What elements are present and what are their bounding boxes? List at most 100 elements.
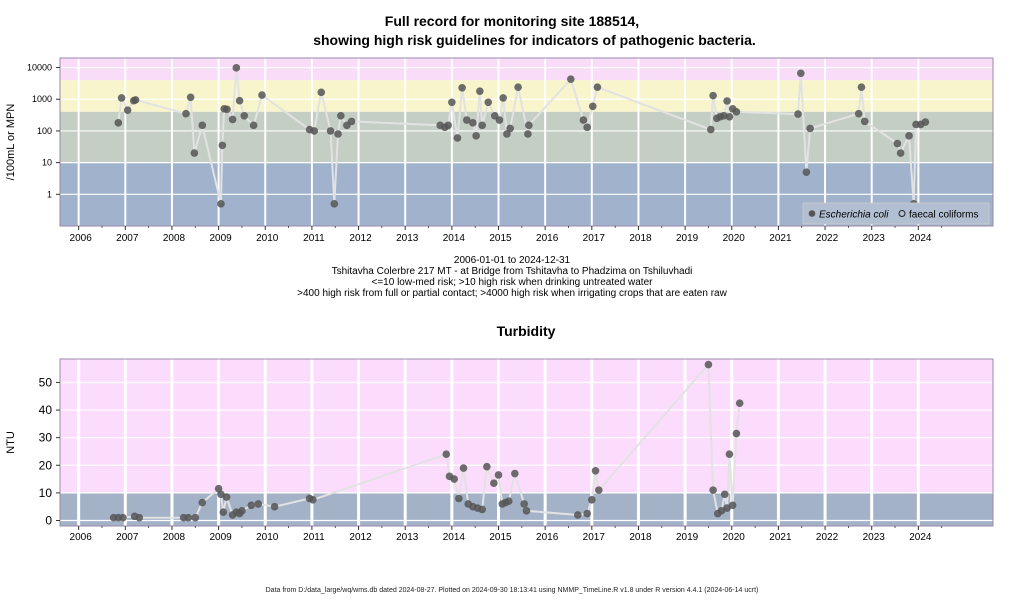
risk-band — [60, 80, 993, 112]
data-point — [490, 479, 498, 488]
data-point — [219, 508, 228, 516]
x-tick-label: 2012 — [349, 233, 372, 244]
data-point — [240, 112, 249, 120]
legend-label: faecal coliforms — [909, 210, 978, 221]
y-tick-label: 10 — [42, 158, 52, 168]
data-point — [337, 112, 345, 120]
data-point — [709, 486, 717, 494]
x-tick-label: 2022 — [816, 233, 839, 244]
site-info: 2006-01-01 to 2024-12-31 Tshitavha Coler… — [0, 255, 1024, 299]
data-point — [893, 139, 902, 148]
y-tick-label: 1 — [47, 189, 52, 199]
x-tick-label: 2012 — [349, 532, 372, 543]
x-tick-label: 2008 — [163, 233, 186, 244]
data-point — [720, 112, 728, 120]
y-tick-label: 20 — [39, 458, 53, 472]
data-point — [232, 64, 241, 72]
x-tick-label: 2017 — [583, 233, 606, 244]
data-point — [720, 490, 729, 499]
y-tick-label: 40 — [39, 403, 53, 417]
x-tick-label: 2010 — [256, 532, 279, 543]
data-point — [182, 109, 190, 118]
data-point — [484, 98, 493, 107]
data-point — [520, 500, 528, 508]
data-point — [567, 75, 575, 83]
x-tick-label: 2020 — [723, 532, 746, 543]
data-point — [270, 502, 279, 511]
data-point — [593, 83, 602, 91]
x-tick-label: 2023 — [863, 532, 886, 543]
data-point — [442, 450, 451, 459]
data-point — [317, 88, 326, 97]
legend-label: Escherichia coli — [819, 210, 889, 221]
data-point — [235, 96, 244, 105]
x-tick-label: 2024 — [909, 233, 932, 244]
legend: Escherichia coli faecal coliforms — [802, 202, 990, 225]
x-tick-label: 2011 — [303, 233, 325, 244]
y-tick-label: 10 — [39, 486, 53, 500]
data-point — [469, 119, 477, 127]
data-point — [735, 399, 744, 407]
data-point — [309, 495, 317, 504]
y-tick-label: 50 — [39, 375, 53, 389]
x-tick-label: 2024 — [909, 532, 932, 543]
x-tick-label: 2022 — [816, 532, 839, 543]
x-tick-label: 2007 — [116, 233, 139, 244]
x-tick-label: 2017 — [583, 532, 606, 543]
plot-frame — [59, 358, 994, 527]
figure-title: Full record for monitoring site 188514, … — [0, 12, 1024, 50]
data-point — [347, 117, 356, 126]
data-point — [921, 118, 930, 126]
x-tick-label: 2006 — [70, 532, 93, 543]
x-tick-label: 2016 — [536, 233, 559, 244]
ecoli-chart: 2006 2007 2008 2009 2010 2011 2012 2013 2014 2015… — [5, 57, 994, 244]
data-point — [222, 493, 231, 501]
x-tick-label: 2015 — [489, 532, 512, 543]
data-point — [725, 112, 734, 121]
x-tick-label: 2009 — [209, 233, 232, 244]
data-point — [326, 127, 335, 135]
legend-marker-filled — [808, 210, 816, 217]
x-tick-label: 2008 — [163, 532, 186, 543]
data-point — [499, 94, 507, 102]
data-point — [455, 494, 463, 503]
data-point — [198, 498, 207, 507]
data-point — [228, 115, 237, 124]
data-point — [247, 501, 256, 510]
y-tick-label: 30 — [39, 431, 53, 445]
data-point — [258, 91, 266, 99]
data-point — [310, 127, 319, 135]
data-point — [450, 475, 458, 483]
data-point — [186, 93, 195, 102]
data-point — [709, 91, 717, 100]
data-point — [135, 513, 144, 522]
data-point — [588, 102, 597, 111]
x-tick-label: 2016 — [536, 532, 559, 543]
data-point — [462, 116, 471, 124]
data-point — [459, 464, 468, 472]
data-point — [476, 87, 484, 95]
data-point — [495, 116, 504, 124]
data-point — [114, 119, 123, 127]
x-tick-label: 2019 — [676, 233, 699, 244]
y-axis-label: /100mL or MPN — [5, 104, 17, 181]
risk-note-1: <=10 low-med risk; >10 high risk when dr… — [371, 277, 653, 288]
title-line-2: showing high risk guidelines for indicat… — [313, 32, 756, 48]
data-point — [706, 125, 715, 134]
data-point — [522, 507, 531, 515]
data-point — [806, 124, 814, 133]
data-point — [494, 471, 503, 479]
data-point — [725, 450, 734, 459]
data-point — [794, 110, 802, 118]
data-point — [504, 497, 513, 505]
risk-band — [60, 359, 993, 493]
data-point — [896, 149, 905, 157]
x-tick-label: 2018 — [629, 233, 652, 244]
data-point — [218, 141, 227, 150]
x-tick-label: 2014 — [443, 532, 466, 543]
data-point — [123, 106, 132, 115]
y-tick-label: 100 — [37, 126, 52, 136]
risk-band — [60, 58, 993, 81]
data-point — [525, 121, 533, 130]
data-point — [330, 200, 339, 208]
